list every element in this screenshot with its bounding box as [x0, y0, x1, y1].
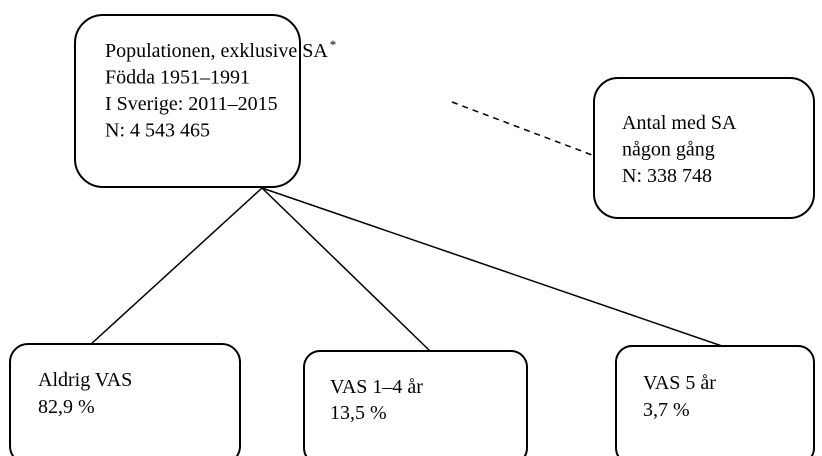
node-text: Födda 1951–1991 [105, 67, 250, 89]
node-text: I Sverige: 2011–2015 [105, 93, 278, 115]
node-text: 3,7 % [643, 399, 690, 421]
node-box [9, 343, 241, 456]
node-text: N: 4 543 465 [105, 120, 210, 142]
connector [89, 187, 263, 346]
node-box [593, 77, 815, 219]
node-box [615, 345, 815, 456]
node-text: Antal med SA [622, 112, 737, 134]
node-text: 13,5 % [330, 402, 387, 424]
connector [261, 187, 723, 347]
superscript: * [330, 37, 337, 52]
node-box [303, 350, 528, 456]
connector [261, 187, 431, 352]
dashed-connector [451, 101, 593, 156]
node-text: någon gång [622, 139, 715, 161]
node-text: VAS 5 år [643, 372, 716, 394]
node-text: Populationen, exklusive SA [105, 40, 328, 62]
node-text: 82,9 % [38, 396, 95, 418]
node-box [74, 14, 301, 188]
node-text: Aldrig VAS [38, 369, 132, 391]
node-text: VAS 1–4 år [330, 376, 423, 398]
node-text: N: 338 748 [622, 165, 712, 187]
